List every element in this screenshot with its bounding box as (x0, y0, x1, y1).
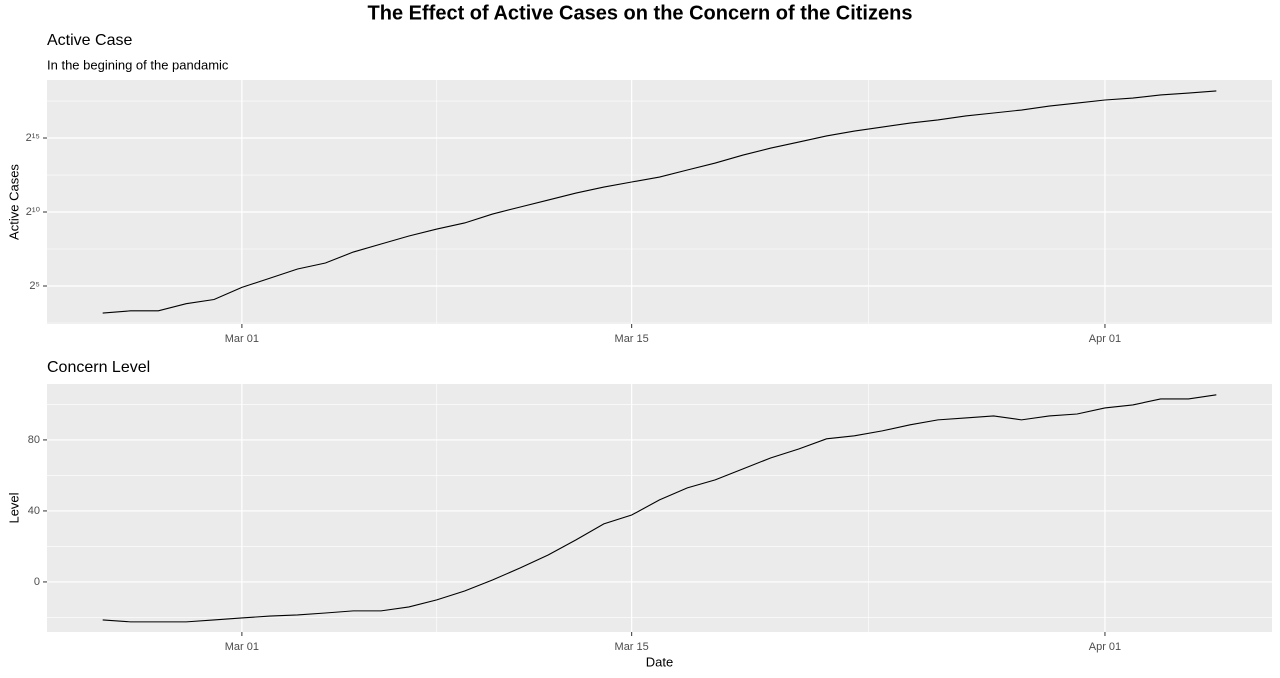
y-tick-label: 0 (34, 576, 40, 588)
x-tick-label: Mar 01 (225, 641, 259, 653)
x-tick-label: Mar 15 (615, 333, 649, 345)
data-line (102, 394, 1217, 623)
y-tick-label: 2¹⁰ (26, 206, 41, 218)
y-axis-label: Level (6, 492, 21, 523)
x-tick-label: Apr 01 (1089, 641, 1121, 653)
panel-subtitle: In the begining of the pandamic (47, 57, 229, 72)
y-axis-label: Active Cases (6, 164, 21, 240)
panel-background (47, 80, 1272, 324)
y-tick-label: 2⁵ (29, 280, 40, 292)
x-tick-label: Mar 01 (225, 333, 259, 345)
data-line (102, 90, 1217, 314)
y-tick-label: 40 (28, 505, 40, 517)
x-tick-label: Apr 01 (1089, 333, 1121, 345)
y-tick-label: 2¹⁵ (26, 132, 40, 144)
panel-background (47, 384, 1272, 632)
chart-title: The Effect of Active Cases on the Concer… (368, 2, 913, 24)
y-tick-label: 80 (28, 434, 40, 446)
panel-title: Concern Level (47, 359, 150, 376)
x-axis-label: Date (646, 654, 673, 669)
x-tick-label: Mar 15 (615, 641, 649, 653)
panel-title: Active Case (47, 32, 132, 49)
